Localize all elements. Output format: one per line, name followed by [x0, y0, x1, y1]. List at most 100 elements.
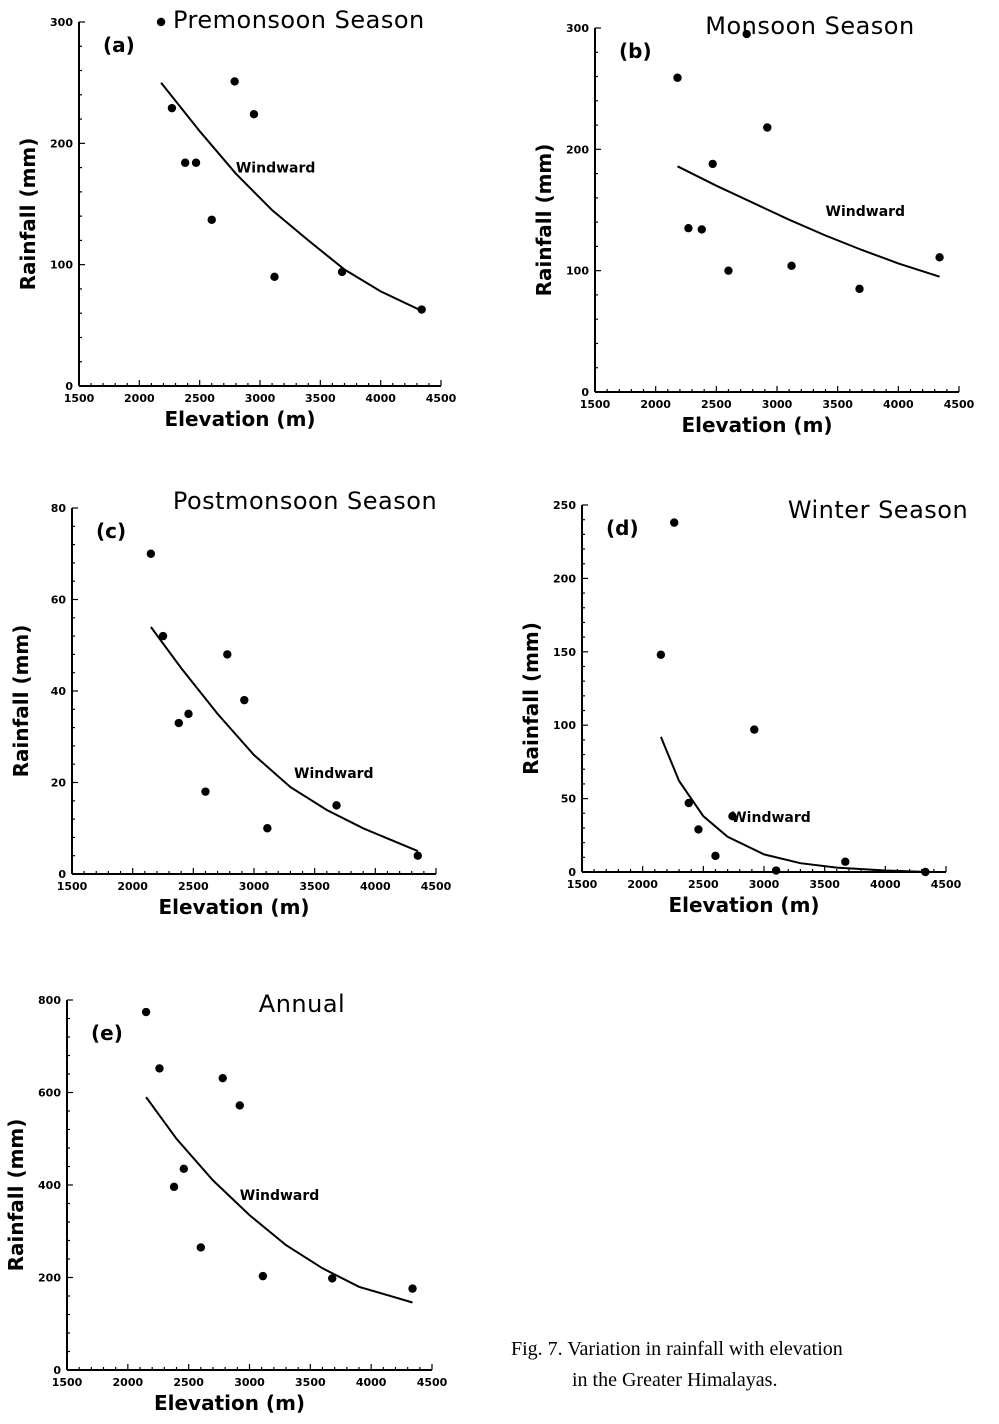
data-point	[417, 305, 426, 314]
x-tick-label: 3500	[809, 878, 840, 891]
panel-title: Annual	[259, 990, 345, 1018]
windward-fit-line	[145, 1096, 413, 1304]
x-tick-label: 2500	[688, 878, 719, 891]
windward-label: Windward	[826, 204, 906, 220]
data-point	[169, 1182, 179, 1192]
data-point	[724, 266, 733, 275]
data-point	[235, 1101, 244, 1110]
data-point	[337, 267, 347, 277]
data-point	[156, 17, 166, 27]
panel-title: Postmonsoon Season	[173, 487, 437, 515]
data-point	[263, 824, 272, 833]
x-tick-label: 3500	[305, 392, 336, 405]
x-axis-title: Elevation (m)	[158, 895, 309, 919]
data-point	[167, 103, 177, 113]
data-point	[656, 650, 666, 659]
y-tick-label: 250	[553, 499, 576, 512]
y-axis-title: Rainfall (mm)	[9, 625, 33, 778]
y-tick-label: 80	[51, 502, 67, 515]
data-point	[258, 1271, 268, 1281]
data-point	[180, 158, 190, 167]
data-point	[191, 158, 201, 167]
windward-label: Windward	[294, 766, 374, 782]
panel-a: 1500 2000 2500 3000 3500 4000 4500 0 100 200 300 El…	[16, 6, 457, 431]
y-tick-label: 200	[566, 143, 589, 156]
windward-fit-line	[160, 82, 423, 312]
x-tick-label: 1500	[580, 398, 611, 411]
windward-fit-line	[677, 165, 940, 278]
chart-panels: 1500 2000 2500 3000 3500 4000 45000100200300El…	[4, 6, 975, 1415]
data-point	[201, 787, 210, 796]
x-tick-label: 3000	[749, 878, 780, 891]
x-axis-title: Elevation (m)	[681, 413, 832, 437]
data-point	[855, 284, 864, 294]
y-tick-label: 150	[553, 646, 576, 659]
panel-title: Winter Season	[788, 496, 968, 524]
data-point	[408, 1284, 417, 1293]
x-tick-label: 4500	[944, 398, 975, 411]
y-tick-label: 100	[553, 719, 576, 732]
x-tick-label: 1500	[57, 880, 88, 893]
y-tick-label: 50	[561, 793, 577, 806]
data-point	[711, 851, 720, 861]
data-point	[673, 73, 682, 82]
x-tick-label: 3000	[239, 880, 270, 893]
x-tick-label: 4500	[421, 880, 452, 893]
y-tick-label: 0	[53, 1364, 61, 1377]
y-tick-label: 0	[581, 386, 589, 399]
panel-letter: (a)	[103, 33, 135, 57]
x-tick-label: 1500	[52, 1376, 83, 1389]
windward-fit-line	[150, 626, 419, 853]
windward-fit-line	[659, 736, 928, 873]
x-axis-title: Elevation (m)	[164, 407, 315, 431]
y-tick-label: 200	[50, 137, 73, 150]
caption-line-1: Fig. 7. Variation in rainfall with eleva…	[511, 1338, 843, 1360]
x-axis-title: Elevation (m)	[154, 1391, 305, 1415]
data-point	[708, 159, 717, 169]
x-tick-label: 3000	[234, 1376, 265, 1389]
y-tick-label: 300	[50, 16, 73, 29]
y-tick-label: 300	[566, 22, 589, 35]
panel-c: 1500 2000 2500 3000 3500 4000 4500 0 20 40 60 80 Ele…	[9, 487, 452, 919]
data-point	[155, 1064, 164, 1073]
data-point	[935, 253, 944, 262]
y-tick-label: 200	[38, 1272, 61, 1285]
y-tick-label: 100	[50, 259, 73, 272]
panel-letter: (d)	[606, 516, 639, 540]
data-point	[694, 825, 703, 834]
x-tick-label: 2000	[113, 1376, 144, 1389]
panel-e: 1500 2000 2500 3000 3500 4000 4500 0 200 400 600 80…	[4, 990, 448, 1415]
x-tick-label: 4000	[360, 880, 391, 893]
y-tick-label: 600	[38, 1087, 61, 1100]
data-point	[223, 650, 232, 659]
y-tick-label: 0	[58, 868, 66, 881]
panel-title: Monsoon Season	[705, 12, 914, 40]
data-point	[684, 798, 693, 808]
x-tick-label: 4500	[426, 392, 457, 405]
x-tick-label: 4000	[365, 392, 396, 405]
x-tick-label: 3500	[822, 398, 853, 411]
figure-caption: Fig. 7. Variation in rainfall with eleva…	[511, 1334, 971, 1396]
x-tick-label: 3000	[245, 392, 276, 405]
windward-label: Windward	[240, 1188, 320, 1204]
panel-letter: (e)	[91, 1021, 123, 1045]
data-point	[184, 709, 193, 719]
x-tick-label: 3500	[295, 1376, 326, 1389]
data-point	[240, 695, 249, 705]
data-point	[728, 812, 737, 821]
x-tick-label: 4500	[931, 878, 962, 891]
y-tick-label: 100	[566, 265, 589, 278]
data-point	[413, 851, 422, 860]
windward-label: Windward	[236, 160, 316, 176]
data-point	[332, 801, 341, 810]
y-tick-label: 0	[65, 380, 73, 393]
x-tick-label: 2500	[184, 392, 215, 405]
data-point	[158, 631, 168, 641]
data-point	[249, 110, 259, 119]
data-point	[146, 549, 156, 558]
x-axis-title: Elevation (m)	[668, 893, 819, 917]
x-tick-label: 4000	[870, 878, 901, 891]
panel-d: 1500 2000 2500 3000 3500 4000 4500 0 50 100 150 200…	[519, 496, 968, 917]
data-point	[750, 725, 759, 734]
